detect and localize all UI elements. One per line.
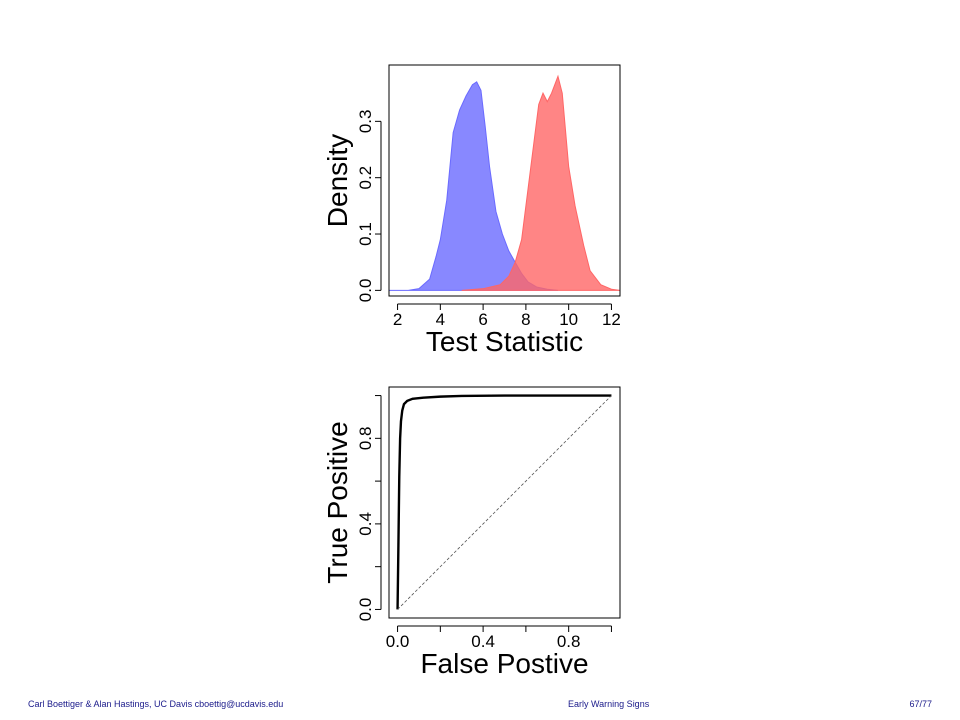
- x-tick-label: 2: [393, 310, 402, 329]
- x-tick-label: 12: [602, 310, 621, 329]
- footer-authors: Carl Boettiger & Alan Hastings, UC Davis…: [28, 699, 284, 709]
- x-tick-label: 0.4: [471, 632, 495, 651]
- y-tick-label: 0.1: [356, 222, 375, 246]
- roc-curve: [396, 394, 612, 610]
- y-tick-label: 0.2: [356, 166, 375, 190]
- y-axis-label: Density: [322, 134, 353, 227]
- x-tick-label: 0.8: [557, 632, 581, 651]
- x-tick-label: 8: [521, 310, 530, 329]
- x-tick-label: 4: [436, 310, 445, 329]
- y-tick-label: 0.8: [356, 427, 375, 451]
- footer-title: Early Warning Signs: [568, 699, 650, 709]
- plot-frame: [388, 386, 621, 619]
- y-tick-label: 0.3: [356, 110, 375, 134]
- footer-page-number: 67/77: [909, 699, 932, 709]
- x-tick-label: 0.0: [386, 632, 410, 651]
- density-chart: 2 4 6 8 10 12 Test Statistic 0.0 0.1 0.2 0.3Densit…: [322, 64, 621, 357]
- x-tick-label: 6: [478, 310, 487, 329]
- density-area-1: [461, 74, 621, 291]
- x-axis-label: False Postive: [420, 648, 588, 679]
- footer: Carl Boettiger & Alan Hastings, UC Davis…: [0, 695, 960, 715]
- x-axis-label: Test Statistic: [426, 326, 583, 357]
- y-tick-label: 0.0: [356, 598, 375, 622]
- y-tick-label: 0.4: [356, 512, 375, 536]
- diagonal-reference-line: [397, 395, 612, 610]
- plot-frame: [388, 64, 621, 297]
- y-axis-label: True Positive: [322, 421, 353, 583]
- x-tick-label: 10: [559, 310, 578, 329]
- y-tick-label: 0.0: [356, 279, 375, 303]
